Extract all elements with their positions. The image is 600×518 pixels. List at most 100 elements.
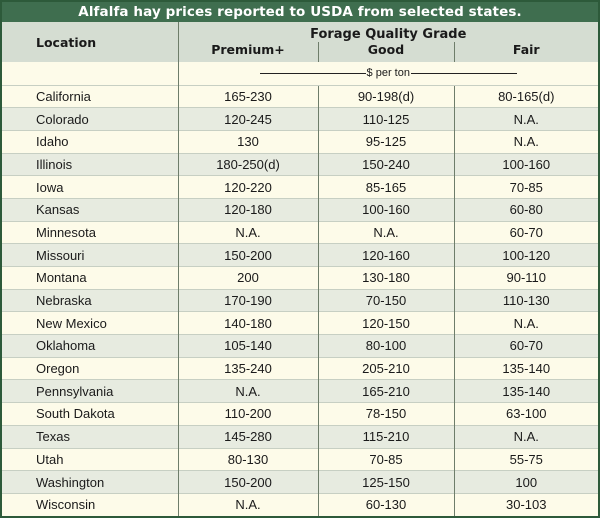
good-cell: 115-210 (317, 424, 454, 448)
fair-cell: 100 (453, 470, 598, 494)
good-cell: 100-160 (317, 197, 454, 222)
header-columns-row: Premium+ Good Fair (2, 42, 598, 62)
location-cell: New Mexico (2, 311, 178, 335)
good-cell: N.A. (317, 220, 454, 244)
fair-cell: 60-70 (453, 334, 598, 358)
premium-cell: 120-180 (177, 197, 318, 222)
fair-cell: 63-100 (453, 402, 598, 426)
location-cell: Wisconsin (2, 492, 178, 516)
location-cell: Wyoming (2, 515, 178, 516)
location-cell: Minnesota (2, 220, 178, 244)
good-cell: 120-150 (317, 311, 454, 335)
table-title: Alfalfa hay prices reported to USDA from… (2, 2, 598, 22)
table-row: Idaho 130 95-125 N.A. (2, 129, 598, 154)
fair-header: Fair (453, 42, 598, 62)
table-row: Oklahoma 105-140 80-100 60-70 (2, 334, 598, 358)
location-cell: Idaho (2, 129, 178, 154)
location-cell: Oregon (2, 356, 178, 380)
premium-cell: N.A. (177, 492, 318, 516)
good-cell: 110-125 (317, 107, 454, 131)
table-row: Texas 145-280 115-210 N.A. (2, 424, 598, 448)
good-cell: 70-85 (317, 447, 454, 471)
table-row: Colorado 120-245 110-125 N.A. (2, 107, 598, 131)
premium-cell: 180-250(d) (177, 152, 318, 176)
location-cell: South Dakota (2, 402, 178, 426)
good-cell: 80-100 (317, 334, 454, 358)
fair-cell: 100-120 (453, 243, 598, 267)
good-cell: 130-180 (317, 266, 454, 290)
location-cell: Iowa (2, 175, 178, 199)
header-group-row: Location Forage Quality Grade (2, 22, 598, 62)
table-row: Iowa 120-220 85-165 70-85 (2, 175, 598, 199)
fair-cell: N.A. (453, 107, 598, 131)
price-table: Location Forage Quality Grade Premium+ G… (2, 22, 598, 516)
fair-cell: N.A. (453, 424, 598, 448)
good-cell: 165-210 (317, 379, 454, 403)
units-label: $ per ton (366, 67, 410, 80)
fair-cell: N.A. (453, 129, 598, 154)
fair-cell: 70-85 (453, 175, 598, 199)
fair-cell: N.A. (453, 311, 598, 335)
fair-cell: 90-110 (453, 266, 598, 290)
location-cell: Texas (2, 424, 178, 448)
units-row: $ per ton (2, 62, 598, 85)
premium-cell: 110-200 (177, 402, 318, 426)
premium-cell: 130 (177, 129, 318, 154)
location-header: Location (2, 22, 178, 62)
premium-cell: N.A. (177, 220, 318, 244)
fair-cell: 30-103 (453, 492, 598, 516)
fair-cell: 60-80 (453, 197, 598, 222)
units-row-blank (2, 62, 178, 85)
premium-cell: 120-245 (177, 107, 318, 131)
premium-cell: 135-240 (177, 356, 318, 380)
location-cell: Washington (2, 470, 178, 494)
table-row: Wyoming115-11890-100N.A. (2, 515, 598, 516)
table-row: Kansas 120-180 100-160 60-80 (2, 197, 598, 222)
location-cell: Missouri (2, 243, 178, 267)
table-row: Oregon 135-240 205-210 135-140 (2, 356, 598, 380)
good-cell: 90-198(d) (317, 84, 454, 108)
fair-cell: 135-140 (453, 379, 598, 403)
location-cell: Kansas (2, 197, 178, 222)
table-row: California 165-230 90-198(d) 80-165(d) (2, 84, 598, 108)
table-row: Missouri 150-200 120-160 100-120 (2, 243, 598, 267)
premium-cell: 200 (177, 266, 318, 290)
table-row: New Mexico 140-180 120-150 N.A. (2, 311, 598, 335)
good-cell: 90-100 (317, 515, 454, 516)
premium-header: Premium+ (177, 42, 318, 62)
fair-cell: 100-160 (453, 152, 598, 176)
premium-cell: 80-130 (177, 447, 318, 471)
good-cell: 78-150 (317, 402, 454, 426)
good-cell: 85-165 (317, 175, 454, 199)
table-row: Illinois 180-250(d) 150-240 100-160 (2, 152, 598, 176)
table-row: Wisconsin N.A. 60-130 30-103 (2, 492, 598, 516)
fair-cell: 135-140 (453, 356, 598, 380)
units-rule-right (410, 72, 517, 74)
good-cell: 125-150 (317, 470, 454, 494)
table-row: Utah 80-130 70-85 55-75 (2, 447, 598, 471)
table-row: Montana 200 130-180 90-110 (2, 266, 598, 290)
premium-cell: N.A. (177, 379, 318, 403)
premium-cell: 120-220 (177, 175, 318, 199)
table-row: South Dakota 110-200 78-150 63-100 (2, 402, 598, 426)
good-cell: 95-125 (317, 129, 454, 154)
fair-cell: 55-75 (453, 447, 598, 471)
good-cell: 150-240 (317, 152, 454, 176)
location-cell: Colorado (2, 107, 178, 131)
units-cell: $ per ton (177, 62, 598, 85)
premium-cell: 150-200 (177, 243, 318, 267)
location-cell: Utah (2, 447, 178, 471)
table-row: Washington 150-200 125-150 100 (2, 470, 598, 494)
table-row: Nebraska 170-190 70-150 110-130 (2, 288, 598, 312)
quality-grade-header: Forage Quality Grade (177, 22, 598, 42)
premium-cell: 150-200 (177, 470, 318, 494)
table-row: Minnesota N.A. N.A. 60-70 (2, 220, 598, 244)
location-cell: Illinois (2, 152, 178, 176)
fair-cell: N.A. (453, 515, 598, 516)
location-cell: Montana (2, 266, 178, 290)
table-body: California 165-230 90-198(d) 80-165(d) Color… (2, 84, 598, 516)
premium-cell: 165-230 (177, 84, 318, 108)
location-cell: California (2, 84, 178, 108)
units-rule-left (259, 72, 366, 74)
